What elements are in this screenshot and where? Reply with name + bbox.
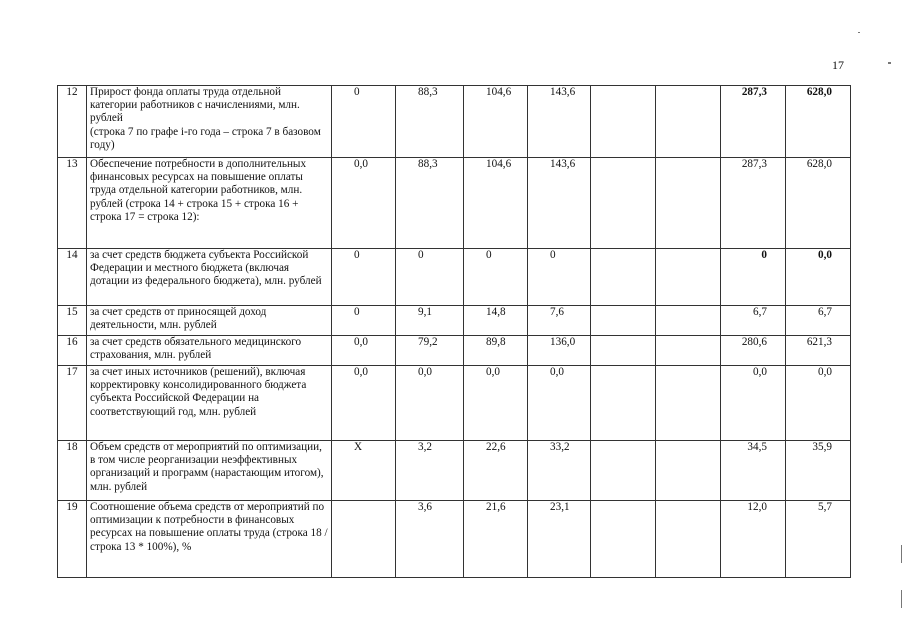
table-row: 16 за счет средств обязательного медицинс…: [57, 335, 851, 366]
value-cell: 621,3: [785, 335, 851, 366]
row-number: 19: [57, 500, 87, 578]
value-cell: 143,6: [527, 157, 591, 249]
table-row: 14 за счет средств бюджета субъекта Росси…: [57, 248, 851, 306]
value-cell: [655, 440, 721, 501]
value-cell: 0,0: [785, 248, 851, 306]
value-cell: 88,3: [395, 85, 464, 158]
value-cell: 0,0: [331, 335, 396, 366]
value-cell: [331, 500, 396, 578]
value-cell: 5,7: [785, 500, 851, 578]
value-cell: 0: [331, 248, 396, 306]
indicators-table: 12 Прирост фонда оплаты труда отдельной к…: [57, 85, 851, 578]
table-row: 17 за счет иных источников (решений), вкл…: [57, 365, 851, 441]
value-cell: [655, 305, 721, 336]
value-cell: 0,0: [720, 365, 786, 441]
table-row: 18 Объем средств от мероприятий по оптими…: [57, 440, 851, 501]
value-cell: 89,8: [463, 335, 528, 366]
value-cell: 14,8: [463, 305, 528, 336]
value-cell: 0: [720, 248, 786, 306]
value-cell: 628,0: [785, 85, 851, 158]
value-cell: 12,0: [720, 500, 786, 578]
row-description: за счет иных источников (решений), включ…: [86, 365, 332, 441]
value-cell: 287,3: [720, 85, 786, 158]
value-cell: [655, 365, 721, 441]
page-number: 17: [832, 58, 844, 72]
value-cell: 7,6: [527, 305, 591, 336]
table-row: 19 Соотношение объема средств от мероприя…: [57, 500, 851, 578]
value-cell: 0: [395, 248, 464, 306]
value-cell: 0,0: [331, 365, 396, 441]
value-cell: [655, 335, 721, 366]
value-cell: 0: [527, 248, 591, 306]
value-cell: 3,6: [395, 500, 464, 578]
value-cell: [590, 248, 656, 306]
value-cell: 0,0: [463, 365, 528, 441]
value-cell: 0: [331, 85, 396, 158]
value-cell: 280,6: [720, 335, 786, 366]
value-cell: 0,0: [331, 157, 396, 249]
row-description: за счет средств бюджета субъекта Российс…: [86, 248, 332, 306]
table-row: 13 Обеспечение потребности в дополнительн…: [57, 157, 851, 249]
value-cell: [655, 85, 721, 158]
row-description: Объем средств от мероприятий по оптимиза…: [86, 440, 332, 501]
value-cell: 0: [331, 305, 396, 336]
row-number: 16: [57, 335, 87, 366]
value-cell: [590, 85, 656, 158]
scan-mark: [901, 545, 902, 563]
value-cell: 33,2: [527, 440, 591, 501]
value-cell: 21,6: [463, 500, 528, 578]
value-cell: 143,6: [527, 85, 591, 158]
value-cell: [590, 365, 656, 441]
value-cell: 88,3: [395, 157, 464, 249]
value-cell: [590, 440, 656, 501]
value-cell: 23,1: [527, 500, 591, 578]
row-description: Обеспечение потребности в дополнительных…: [86, 157, 332, 249]
scan-mark: [901, 590, 902, 608]
value-cell: 3,2: [395, 440, 464, 501]
row-description: за счет средств обязательного медицинско…: [86, 335, 332, 366]
value-cell: 104,6: [463, 157, 528, 249]
table-row: 12 Прирост фонда оплаты труда отдельной к…: [57, 85, 851, 158]
value-cell: 287,3: [720, 157, 786, 249]
value-cell: 6,7: [785, 305, 851, 336]
value-cell: 0,0: [527, 365, 591, 441]
value-cell: [590, 157, 656, 249]
scan-mark: [858, 32, 860, 33]
row-description: за счет средств от приносящей доход деят…: [86, 305, 332, 336]
row-number: 14: [57, 248, 87, 306]
row-number: 13: [57, 157, 87, 249]
table-row: 15 за счет средств от приносящей доход де…: [57, 305, 851, 336]
value-cell: 0,0: [785, 365, 851, 441]
value-cell: 104,6: [463, 85, 528, 158]
row-number: 17: [57, 365, 87, 441]
value-cell: 22,6: [463, 440, 528, 501]
value-cell: X: [331, 440, 396, 501]
row-number: 18: [57, 440, 87, 501]
value-cell: 6,7: [720, 305, 786, 336]
row-number: 12: [57, 85, 87, 158]
value-cell: [655, 248, 721, 306]
value-cell: 34,5: [720, 440, 786, 501]
row-description: Соотношение объема средств от мероприяти…: [86, 500, 332, 578]
value-cell: [590, 305, 656, 336]
value-cell: 628,0: [785, 157, 851, 249]
value-cell: 136,0: [527, 335, 591, 366]
value-cell: 9,1: [395, 305, 464, 336]
value-cell: [655, 157, 721, 249]
row-number: 15: [57, 305, 87, 336]
value-cell: [590, 500, 656, 578]
value-cell: [655, 500, 721, 578]
row-description: Прирост фонда оплаты труда отдельной кат…: [86, 85, 332, 158]
value-cell: [590, 335, 656, 366]
value-cell: 79,2: [395, 335, 464, 366]
value-cell: 0: [463, 248, 528, 306]
value-cell: 35,9: [785, 440, 851, 501]
scan-mark: [888, 62, 891, 64]
value-cell: 0,0: [395, 365, 464, 441]
